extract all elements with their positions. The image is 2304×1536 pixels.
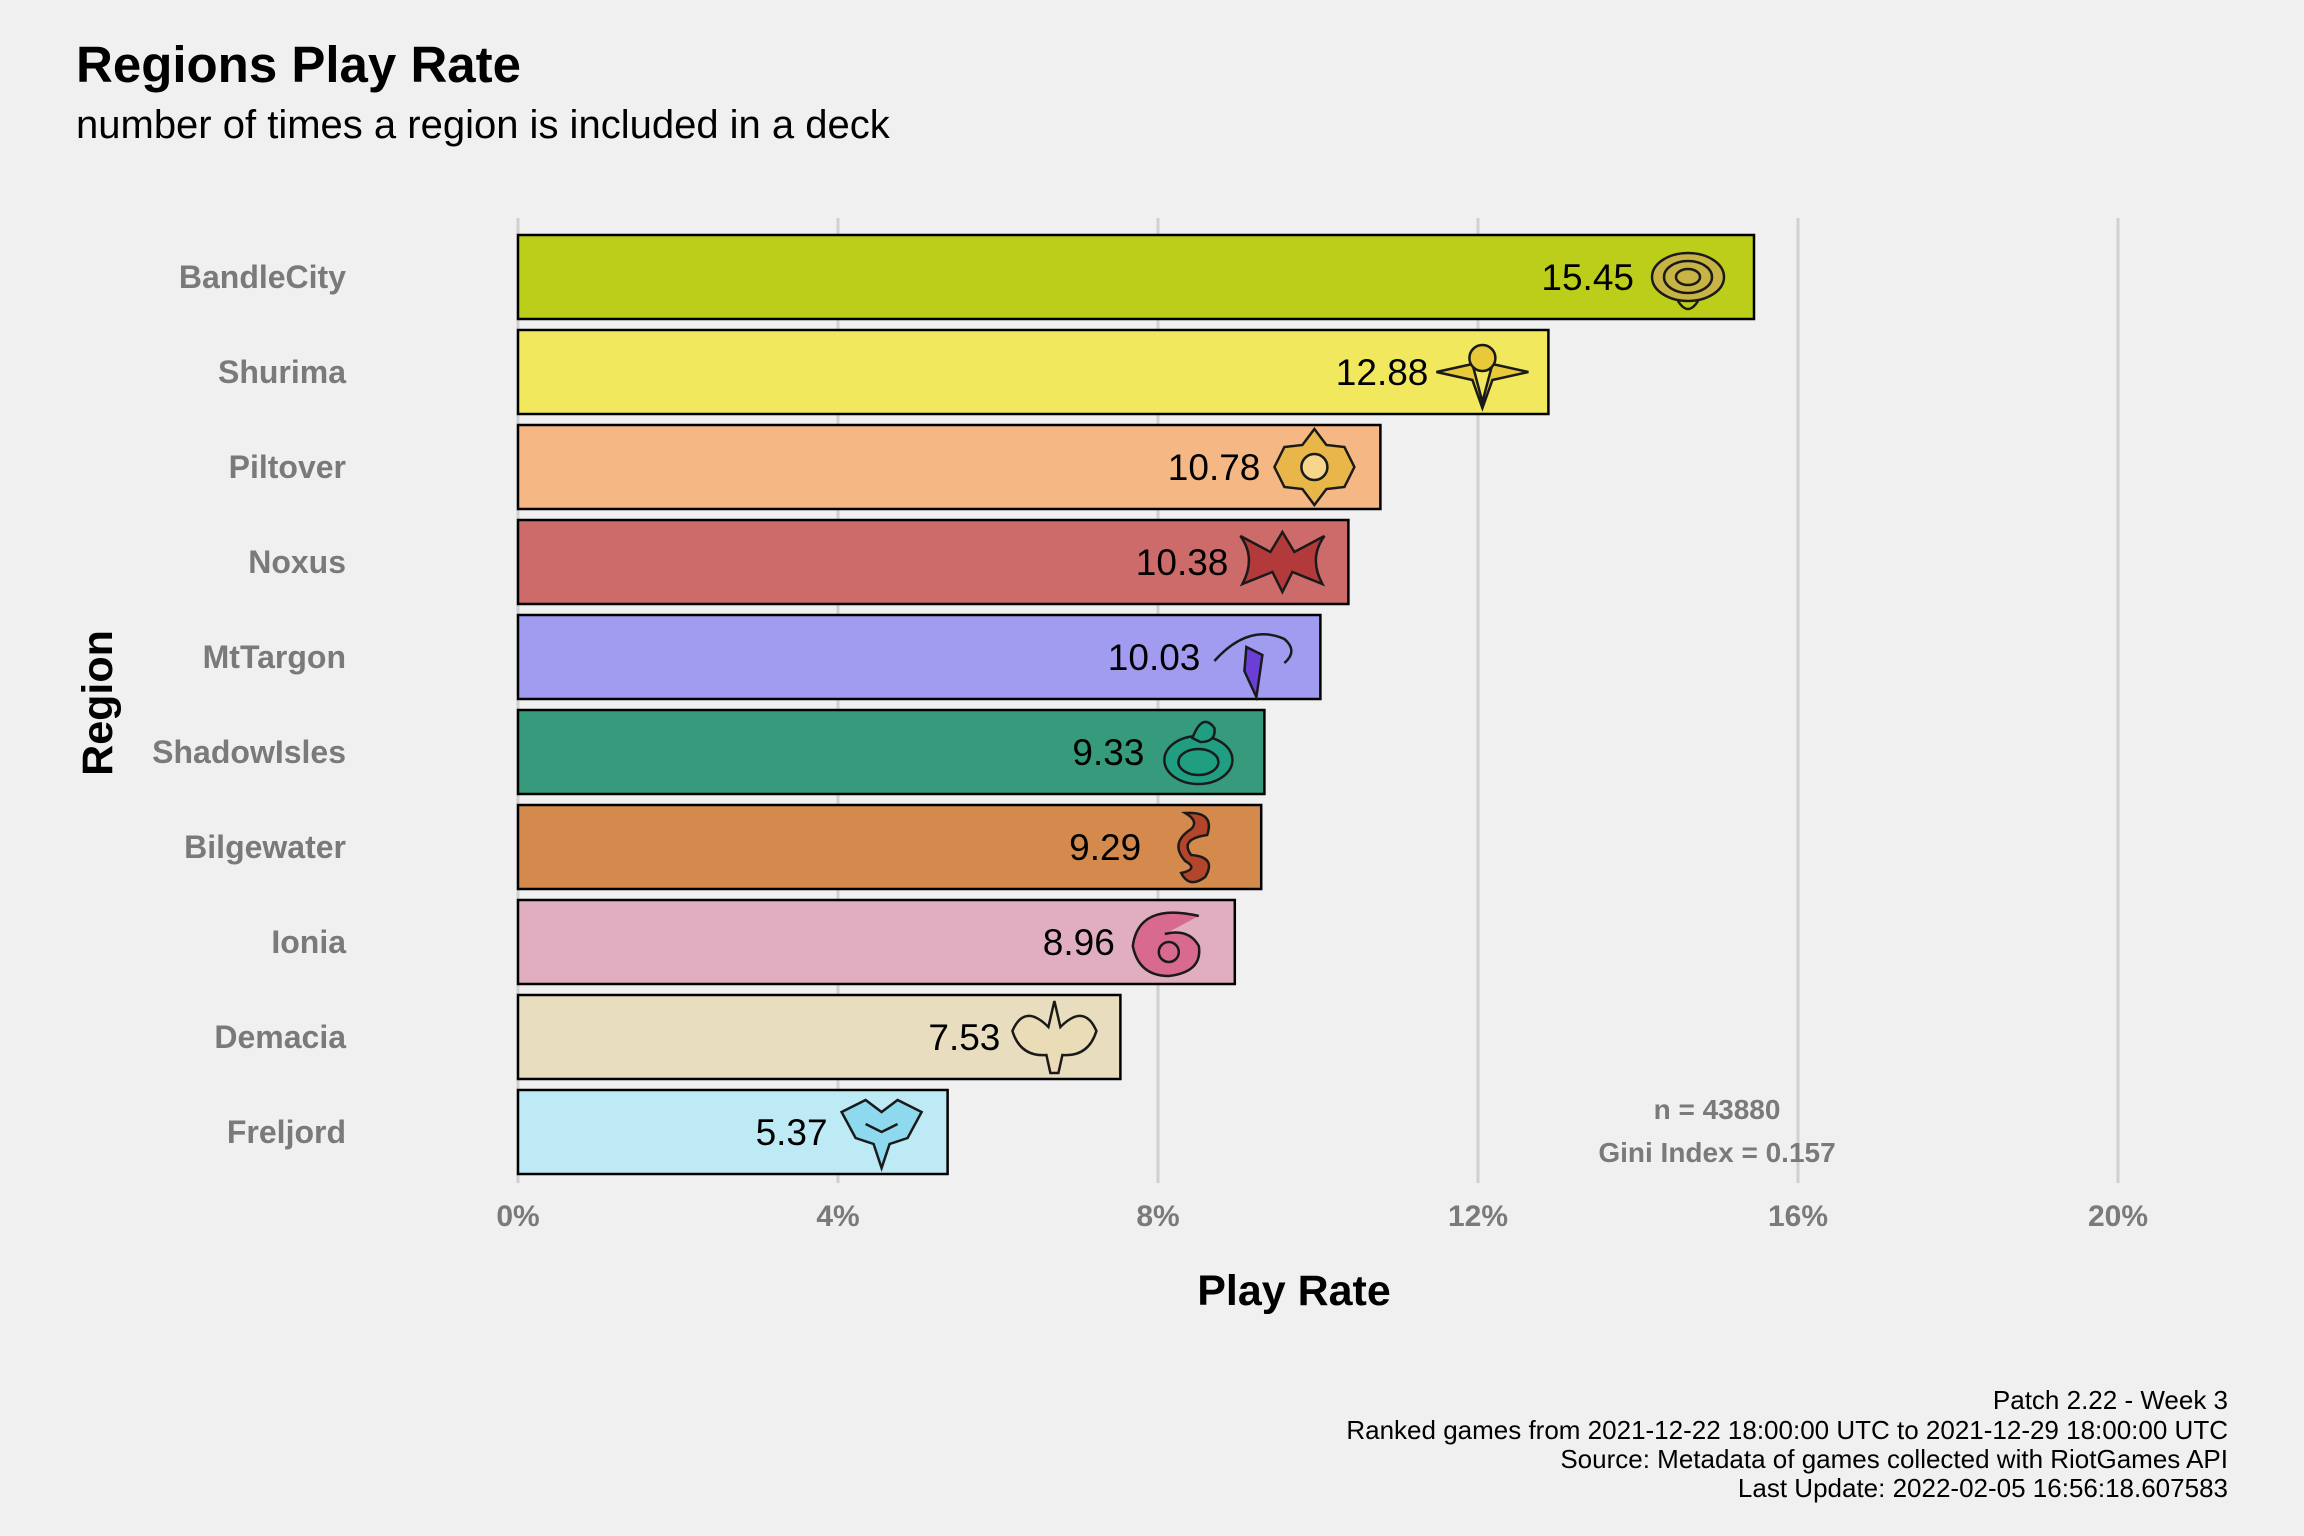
value-label: 12.88 — [1336, 352, 1429, 393]
gini-index-annotation: Gini Index = 0.157 — [1598, 1137, 1835, 1168]
bar-piltover — [516, 423, 1382, 511]
caption-date-range: Ranked games from 2021-12-22 18:00:00 UT… — [1346, 1415, 2228, 1445]
shurima-emblem-icon — [1436, 343, 1529, 412]
x-tick-label: 20% — [2088, 1200, 2148, 1233]
x-tick-label: 0% — [496, 1200, 539, 1233]
x-tick-label: 4% — [816, 1200, 859, 1233]
noxus-emblem-icon — [1239, 529, 1326, 595]
bars: 15.45 12.88 10.78 10.38 10.03 9.33 9.29 8.96 7.5… — [516, 233, 1756, 1176]
demacia-emblem-icon — [1011, 1000, 1098, 1075]
category-label: Demacia — [214, 1019, 346, 1055]
value-label: 9.29 — [1069, 827, 1141, 868]
piltover-emblem-icon — [1273, 426, 1356, 508]
freljord-emblem-icon — [839, 1098, 924, 1172]
value-label: 9.33 — [1072, 732, 1144, 773]
value-label: 10.78 — [1168, 447, 1261, 488]
mttargon-emblem-icon — [1213, 633, 1293, 702]
x-tick-label: 12% — [1448, 1200, 1508, 1233]
category-label: Bilgewater — [184, 829, 346, 865]
x-tick-label: 8% — [1136, 1200, 1179, 1233]
caption-source: Source: Metadata of games collected with… — [1560, 1444, 2228, 1474]
bar-bandlecity — [516, 233, 1756, 321]
value-label: 15.45 — [1541, 257, 1634, 298]
x-tick-label: 16% — [1768, 1200, 1828, 1233]
category-label: Shurima — [218, 354, 346, 390]
bar-noxus — [516, 518, 1350, 606]
chart-subtitle: number of times a region is included in … — [76, 103, 891, 147]
caption-last-update: Last Update: 2022-02-05 16:56:18.607583 — [1738, 1473, 2228, 1503]
bar-ionia — [516, 898, 1237, 986]
x-tick-labels: 0% 4% 8% 12% 16% 20% — [496, 1200, 2148, 1233]
bar-bilgewater — [516, 803, 1263, 891]
caption-patch: Patch 2.22 - Week 3 — [1993, 1385, 2228, 1415]
value-label: 7.53 — [928, 1017, 1000, 1058]
x-axis-title: Play Rate — [1197, 1267, 1391, 1315]
value-label: 10.03 — [1108, 637, 1201, 678]
category-labels: BandleCity Shurima Piltover Noxus MtTargon Sh… — [152, 259, 346, 1150]
shadowisles-emblem-icon — [1163, 720, 1234, 786]
bar-mttargon — [516, 613, 1322, 701]
category-label: BandleCity — [179, 259, 346, 295]
chart-title: Regions Play Rate — [76, 36, 521, 93]
category-label: Piltover — [229, 449, 346, 485]
category-label: ShadowIsles — [152, 734, 346, 770]
category-label: Noxus — [248, 544, 346, 580]
y-axis-title: Region — [74, 630, 122, 776]
category-label: Ionia — [271, 924, 346, 960]
category-label: MtTargon — [203, 639, 346, 675]
value-label: 5.37 — [756, 1112, 828, 1153]
sample-size-annotation: n = 43880 — [1654, 1094, 1781, 1125]
value-label: 10.38 — [1136, 542, 1229, 583]
bandlecity-emblem-icon — [1650, 251, 1726, 311]
bar-shadowisles — [516, 708, 1266, 796]
bar-shurima — [516, 328, 1550, 416]
ionia-emblem-icon — [1131, 911, 1201, 978]
category-label: Freljord — [227, 1114, 346, 1150]
bilgewater-emblem-icon — [1177, 811, 1211, 884]
value-label: 8.96 — [1043, 922, 1115, 963]
